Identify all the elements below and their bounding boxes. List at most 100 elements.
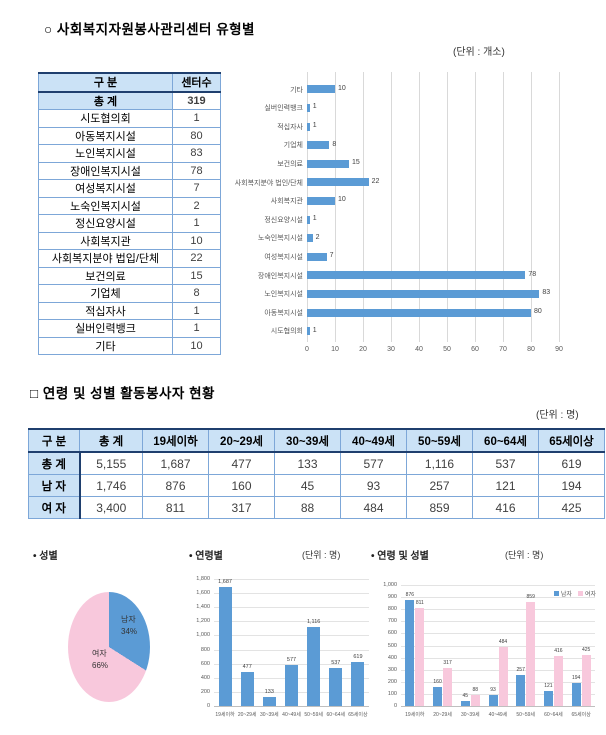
- y-tick-label: 600: [200, 660, 210, 667]
- bar: [240, 672, 254, 706]
- table-row: 아동복지시설 80: [38, 126, 221, 145]
- table-row: 여성복지시설 7: [38, 179, 221, 198]
- table-row: 기타 10: [38, 336, 221, 355]
- cell-value: 619: [538, 451, 605, 475]
- row-value: 2: [172, 196, 221, 215]
- bar-value-label: 10: [338, 196, 346, 204]
- gridline: [559, 72, 560, 343]
- bar: [498, 647, 508, 706]
- x-tick-label: 60~64세: [544, 712, 563, 718]
- gridline: [214, 635, 369, 637]
- bar-value-label: 93: [490, 686, 496, 693]
- category-label: 노숙인복지시설: [257, 235, 303, 243]
- bar-value-label: 876: [405, 592, 415, 598]
- row-value: 80: [172, 126, 221, 145]
- bar: [526, 602, 536, 706]
- bar: [488, 694, 498, 706]
- bar-value-label: 484: [498, 639, 508, 646]
- row-value: 1: [172, 301, 221, 320]
- cell-value: 257: [406, 474, 473, 497]
- cell-value: 1,746: [79, 474, 143, 497]
- gridline: [401, 706, 595, 707]
- cell-value: 577: [340, 451, 407, 475]
- x-tick-label: 60~64세: [326, 712, 346, 718]
- age-bar-chart: 0 200 400 600 800 1,000 1,200 1,400 1,600 1,800 1,…: [187, 569, 372, 731]
- table-header-row: 구 분 센터수: [38, 72, 221, 93]
- bar-value-label: 537: [331, 660, 341, 667]
- pie-male-label: 남자 34%: [121, 614, 137, 638]
- bar: [307, 308, 531, 317]
- y-tick-label: 800: [200, 646, 210, 653]
- gridline: [401, 645, 595, 647]
- gridline: [401, 669, 595, 671]
- gridline: [401, 633, 595, 635]
- bar: [553, 655, 563, 706]
- bar: [307, 252, 327, 261]
- category-label: 정신요양시설: [264, 216, 303, 224]
- center-count-table: 구 분 센터수 총 계 319 시도협의회 1 아동복지시설 80 노인복지시설 83 장애인복지시…: [38, 72, 221, 355]
- column-header: 19세이하: [142, 428, 209, 453]
- category-label: 장애인복지시설: [257, 272, 303, 280]
- bar: [307, 159, 349, 168]
- cell-value: 160: [208, 474, 275, 497]
- y-tick-label: 1,200: [196, 618, 210, 625]
- cell-value: 859: [406, 496, 473, 519]
- table-row: 남 자 1,746 876 160 45 93 257 121 194: [28, 474, 605, 497]
- gridline: [419, 72, 420, 343]
- gridline: [214, 649, 369, 651]
- table-row: 여 자 3,400 811 317 88 484 859 416 425: [28, 496, 605, 519]
- bar-value-label: 1,687: [218, 578, 232, 585]
- pie-slice-name: 남자: [121, 615, 136, 624]
- x-tick-label: 0: [305, 346, 309, 354]
- row-value: 15: [172, 266, 221, 285]
- cell-value: 416: [472, 496, 539, 519]
- category-label: 보건의료: [277, 160, 303, 168]
- column-header: 구 분: [28, 428, 80, 453]
- row-value: 319: [172, 91, 221, 110]
- age-chart-unit-label: (단위 : 명): [302, 550, 341, 560]
- y-tick-label: 1,400: [196, 604, 210, 611]
- age-gender-bar-chart: 0 100 200 300 400 500 600 700 800 900 1,000 876 811 1…: [374, 569, 602, 731]
- bar-value-label: 257: [516, 666, 525, 673]
- row-value: 1: [172, 214, 221, 233]
- bar-value-label: 811: [415, 599, 424, 606]
- row-value: 7: [172, 179, 221, 198]
- column-header: 센터수: [172, 72, 221, 93]
- x-tick-label: 50~59세: [304, 712, 323, 718]
- table-row: 총 계 319: [38, 91, 221, 110]
- gridline: [401, 621, 595, 623]
- legend-swatch: [553, 591, 559, 596]
- column-header: 60~64세: [472, 428, 539, 453]
- row-label: 여성복지시설: [38, 179, 173, 198]
- section1-title: ○ 사회복지자원봉사관리센터 유형별: [44, 22, 255, 37]
- gridline: [401, 609, 595, 611]
- row-value: 8: [172, 284, 221, 303]
- category-label: 아동복지시설: [264, 309, 303, 317]
- row-label: 총 계: [28, 451, 81, 475]
- bar: [307, 327, 310, 336]
- age-chart-label: • 연령별: [189, 551, 223, 562]
- section1-unit-label: (단위 : 개소): [453, 47, 505, 58]
- row-value: 1: [172, 319, 221, 338]
- y-tick-label: 200: [387, 678, 397, 685]
- gridline: [401, 681, 595, 683]
- cell-value: 133: [274, 451, 341, 475]
- y-tick-label: 900: [387, 594, 397, 601]
- bar-value-label: 577: [286, 657, 297, 664]
- bar-value-label: 317: [443, 659, 452, 666]
- table-row: 기업체 8: [38, 284, 221, 303]
- x-tick-label: 20~29세: [433, 712, 452, 718]
- cell-value: 317: [208, 496, 275, 519]
- bar: [307, 196, 335, 205]
- gridline: [391, 72, 392, 343]
- y-tick-label: 600: [387, 630, 397, 637]
- y-tick-label: 500: [387, 642, 397, 649]
- gridline: [335, 72, 336, 343]
- y-tick-label: 1,600: [196, 590, 210, 597]
- row-label: 사회복지관: [38, 231, 173, 250]
- gridline: [401, 657, 595, 659]
- legend: 남자 여자: [553, 589, 596, 598]
- gridline: [363, 72, 364, 343]
- y-tick-label: 1,000: [383, 582, 397, 588]
